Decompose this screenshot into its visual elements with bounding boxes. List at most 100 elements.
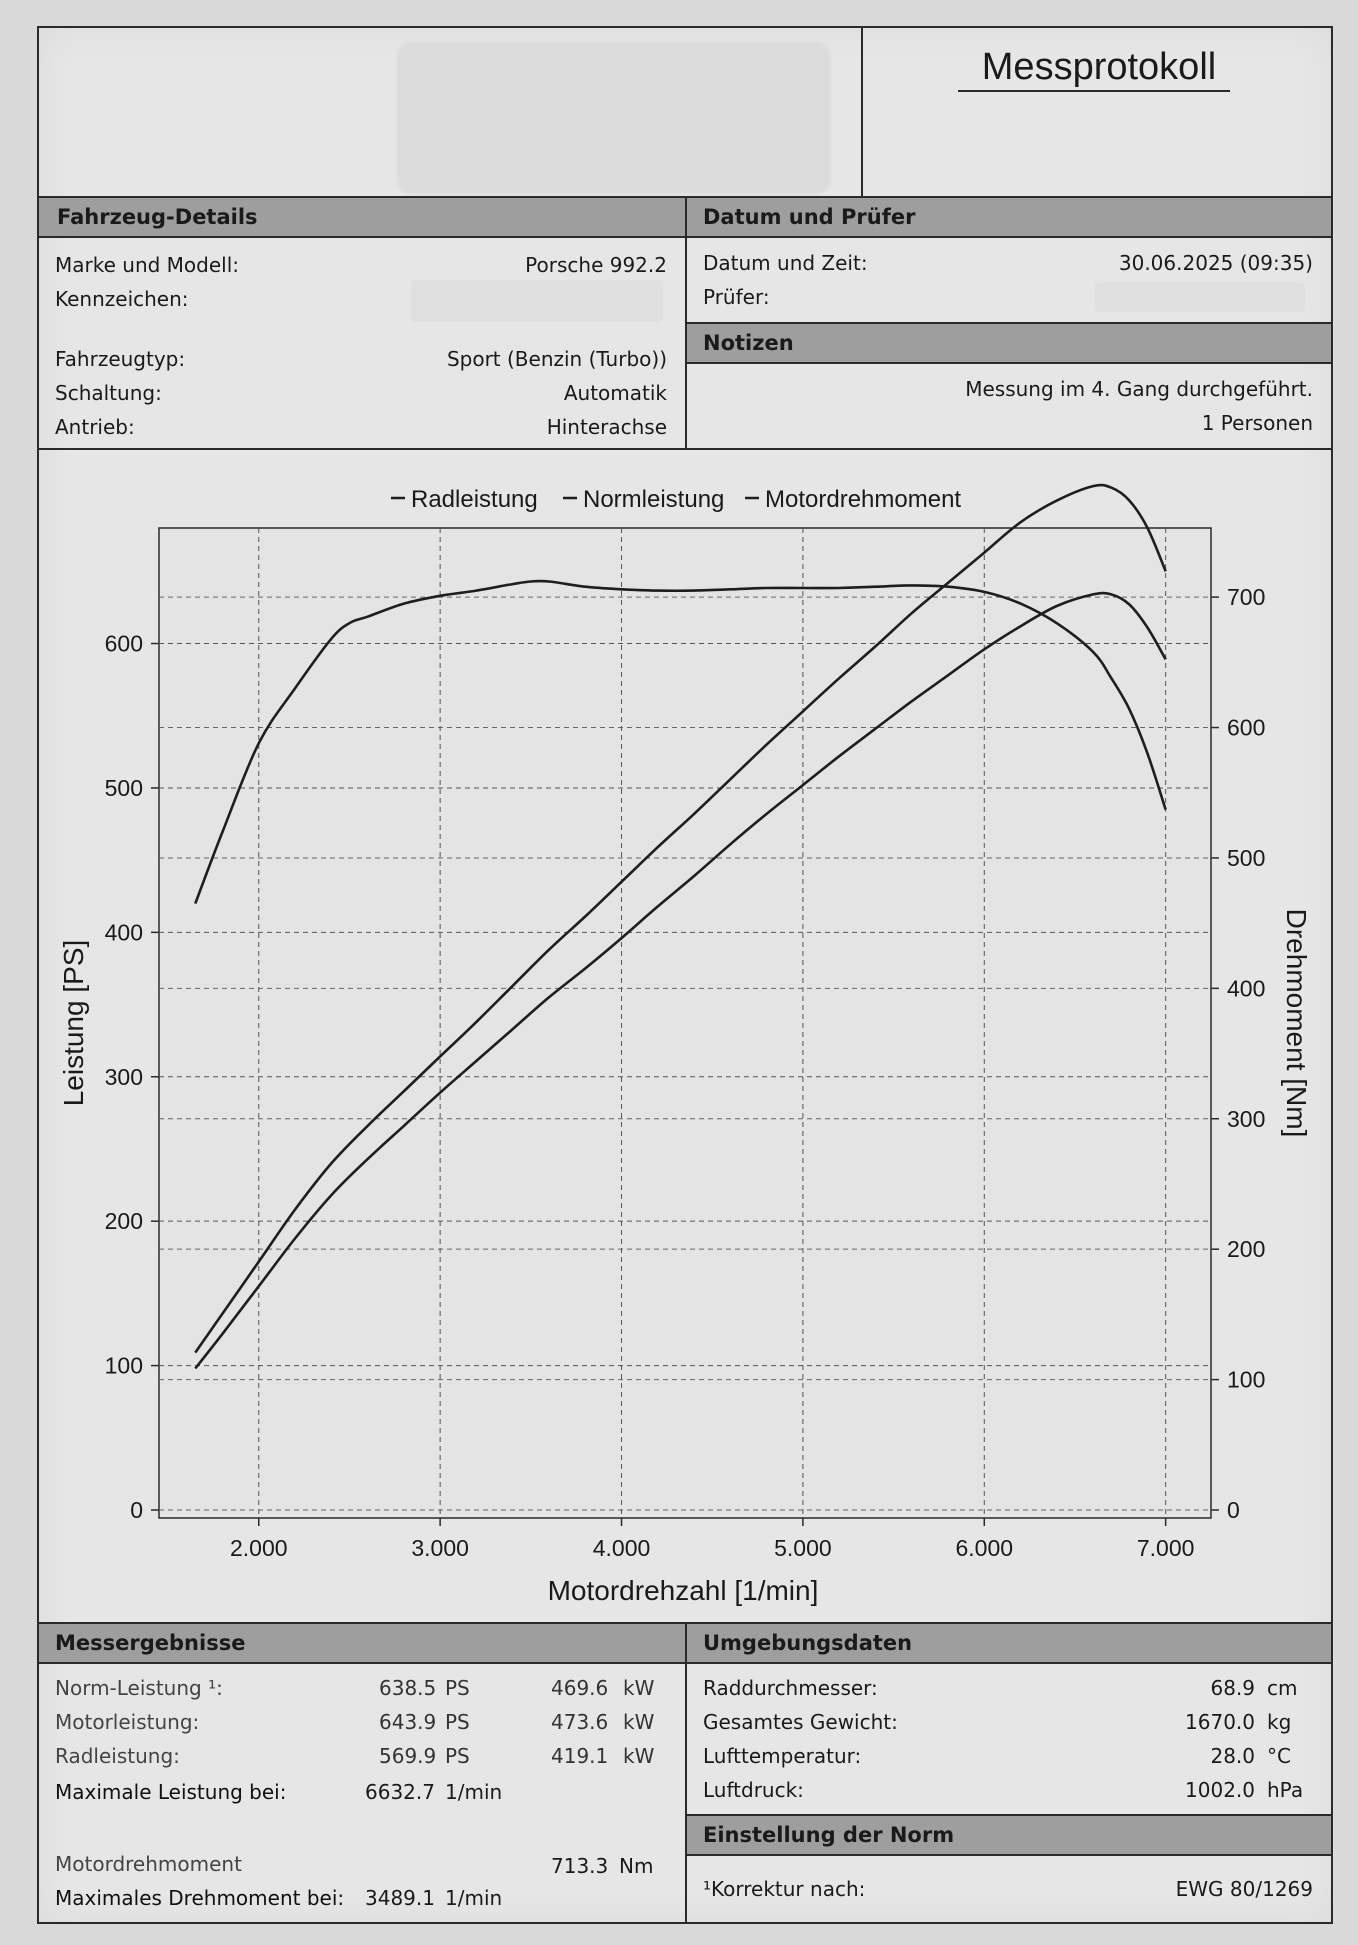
vehicle-label: Fahrzeugtyp: [55, 347, 186, 371]
env-value: 28.0 [1210, 1744, 1255, 1768]
vehicle-value: Sport (Benzin (Turbo)) [446, 347, 667, 371]
results-panel: Messergebnisse Norm-Leistung ¹: 638.5 PS 46… [37, 1622, 687, 1924]
notes-text: Messung im 4. Gang durchgeführt. [965, 377, 1313, 401]
x-tick-label: 7.000 [1137, 1535, 1195, 1561]
env-unit: hPa [1267, 1778, 1304, 1802]
date-inspector-heading: Datum und Prüfer [687, 198, 1331, 238]
y2-tick-label: 600 [1227, 715, 1265, 741]
vehicle-row: Marke und Modell: Porsche 992.2 [55, 250, 667, 280]
result-label: Radleistung: [55, 1744, 180, 1768]
y-tick-label: 600 [105, 631, 143, 657]
header-divider [861, 28, 863, 198]
vehicle-value: Hinterachse [546, 415, 667, 439]
result-ps-value: 643.9 [379, 1710, 437, 1734]
norm-heading: Einstellung der Norm [687, 1816, 1331, 1856]
result-kw-unit: kW [623, 1710, 655, 1734]
result-ps-value: 569.9 [379, 1744, 437, 1768]
legend-label: Motordrehmoment [765, 486, 961, 513]
vehicle-value: Porsche 992.2 [525, 253, 667, 277]
vehicle-label: Antrieb: [55, 415, 135, 439]
power-torque-chart: Radleistung Normleistung Motordrehmoment 2… [58, 483, 1312, 1606]
y-axis-right: 0 100 200 300 400 500 600 700 [1211, 584, 1265, 1523]
notes-text: 1 Personen [1201, 411, 1313, 435]
env-value: 68.9 [1210, 1676, 1255, 1700]
y2-tick-label: 0 [1227, 1497, 1240, 1523]
env-label: Gesamtes Gewicht: [703, 1710, 898, 1734]
license-plate-redaction [411, 280, 663, 322]
chart-panel: Radleistung Normleistung Motordrehmoment 2… [37, 448, 1333, 1624]
y2-tick-label: 400 [1227, 975, 1265, 1001]
result-label: Norm-Leistung ¹: [55, 1676, 223, 1700]
torque-unit: Nm [619, 1854, 654, 1878]
date-label: Datum und Zeit: [703, 251, 868, 275]
vehicle-row: Fahrzeugtyp: Sport (Benzin (Turbo)) [55, 344, 667, 374]
norm-value: EWG 80/1269 [1175, 1877, 1313, 1901]
y2-tick-label: 700 [1227, 584, 1265, 610]
page-title: Messprotokoll [981, 46, 1217, 88]
title-underline [958, 90, 1230, 92]
environment-heading: Umgebungsdaten [687, 1624, 1331, 1664]
x-tick-label: 4.000 [593, 1535, 651, 1561]
torque-value: 713.3 [551, 1854, 609, 1878]
result-kw-value: 473.6 [551, 1710, 609, 1734]
y-axis-label: Leistung [PS] [58, 940, 89, 1107]
result-kw-unit: kW [623, 1676, 655, 1700]
result-kw-value: 469.6 [551, 1676, 609, 1700]
max-power-unit: 1/min [445, 1780, 503, 1804]
notes-line: 1 Personen [703, 408, 1313, 438]
result-ps-unit: PS [445, 1676, 470, 1700]
y-tick-label: 0 [130, 1497, 143, 1523]
x-tick-label: 6.000 [955, 1535, 1013, 1561]
y2-tick-label: 100 [1227, 1367, 1265, 1393]
grid [159, 528, 1211, 1518]
norm-panel: Einstellung der Norm ¹Korrektur nach: EW… [685, 1814, 1333, 1924]
legend-label: Normleistung [583, 486, 724, 513]
env-value: 1670.0 [1185, 1710, 1255, 1734]
inspector-redaction [1095, 282, 1305, 312]
result-kw-unit: kW [623, 1744, 655, 1768]
date-row: Prüfer: [703, 282, 1313, 312]
vehicle-details-panel: Fahrzeug-Details Marke und Modell: Porsc… [37, 196, 687, 450]
x-tick-label: 2.000 [230, 1535, 288, 1561]
environment-panel: Umgebungsdaten Raddurchmesser: 68.9 cm Gesa… [685, 1622, 1333, 1816]
date-label: Prüfer: [703, 285, 770, 309]
header-box [37, 26, 1333, 198]
env-value: 1002.0 [1185, 1778, 1255, 1802]
series-line-motordrehmoment [194, 579, 1167, 905]
vehicle-row: Antrieb: Hinterachse [55, 412, 667, 442]
x-axis: 2.000 3.000 4.000 5.000 6.000 7.000 [230, 1518, 1194, 1561]
result-ps-unit: PS [445, 1710, 470, 1734]
env-label: Lufttemperatur: [703, 1744, 862, 1768]
norm-label: ¹Korrektur nach: [703, 1877, 866, 1901]
env-unit: kg [1267, 1710, 1292, 1734]
notes-heading: Notizen [687, 324, 1331, 364]
max-power-value: 6632.7 [365, 1780, 435, 1804]
vehicle-details-heading: Fahrzeug-Details [39, 198, 685, 238]
y-tick-label: 100 [105, 1353, 143, 1379]
series-group [194, 483, 1167, 1370]
y-tick-label: 200 [105, 1208, 143, 1234]
x-tick-label: 5.000 [774, 1535, 832, 1561]
norm-row: ¹Korrektur nach: EWG 80/1269 [703, 1874, 1313, 1904]
y2-tick-label: 300 [1227, 1106, 1265, 1132]
x-tick-label: 3.000 [411, 1535, 469, 1561]
y2-axis-label: Drehmoment [Nm] [1281, 909, 1312, 1138]
env-label: Raddurchmesser: [703, 1676, 878, 1700]
vehicle-label: Marke und Modell: [55, 253, 240, 277]
env-unit: cm [1267, 1676, 1298, 1700]
y2-tick-label: 200 [1227, 1236, 1265, 1262]
env-label: Luftdruck: [703, 1778, 804, 1802]
notes-panel: Notizen Messung im 4. Gang durchgeführt.… [685, 322, 1333, 450]
vehicle-label: Kennzeichen: [55, 287, 189, 311]
y2-tick-label: 500 [1227, 845, 1265, 871]
max-torque-label: Maximales Drehmoment bei: [55, 1886, 345, 1910]
y-tick-label: 400 [105, 919, 143, 945]
series-line-radleistung [194, 591, 1167, 1370]
x-axis-label: Motordrehzahl [1/min] [548, 1575, 819, 1606]
series-line-normleistung [194, 483, 1167, 1354]
vehicle-row: Kennzeichen: [55, 284, 667, 314]
vehicle-row: Schaltung: Automatik [55, 378, 667, 408]
date-inspector-panel: Datum und Prüfer Datum und Zeit: 30.06.2… [685, 196, 1333, 324]
result-label: Motorleistung: [55, 1710, 200, 1734]
vehicle-label: Schaltung: [55, 381, 162, 405]
